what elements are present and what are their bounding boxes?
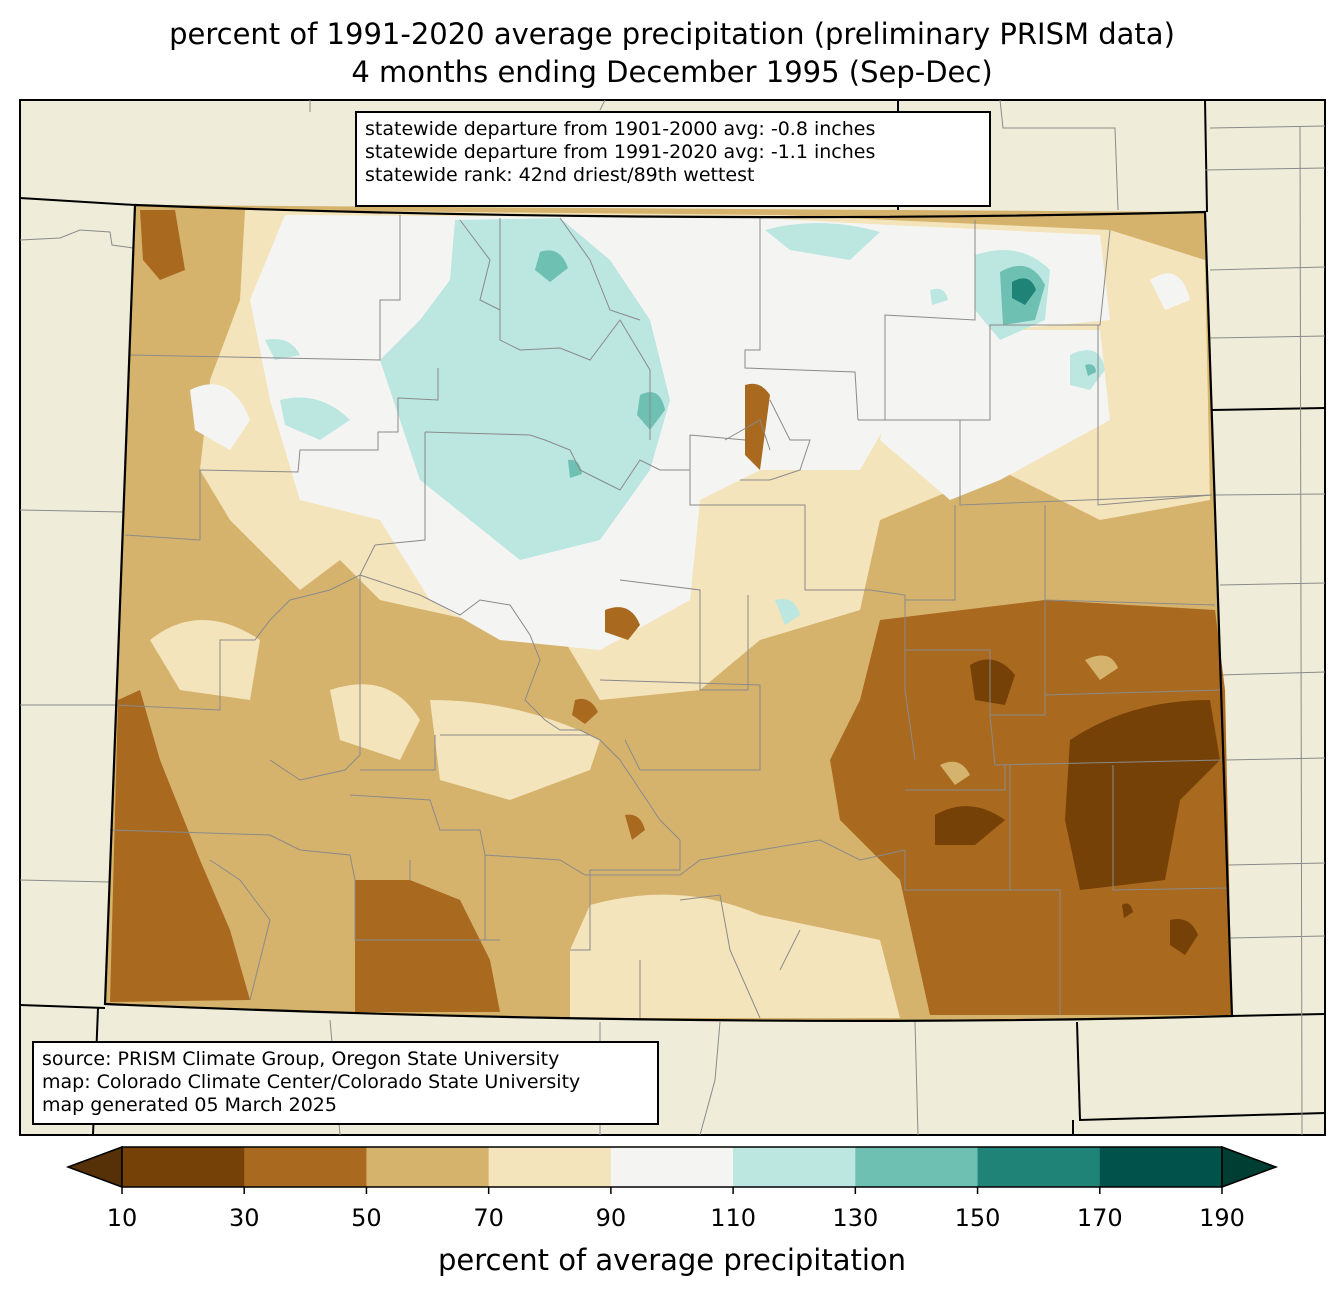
colorbar-cell	[244, 1147, 367, 1187]
colorbar-tick-label: 90	[595, 1204, 627, 1232]
colorbar-cell	[977, 1147, 1101, 1187]
colorbar-tick-label: 110	[710, 1204, 757, 1232]
colorbar-outline	[121, 1146, 1223, 1188]
statewide-rank: statewide rank: 42nd driest/89th wettest	[365, 164, 755, 186]
credits-box: source: PRISM Climate Group, Oregon Stat…	[32, 1041, 659, 1125]
colorbar-label: percent of average precipitation	[437, 1243, 907, 1277]
credit-map: map: Colorado Climate Center/Colorado St…	[42, 1071, 581, 1093]
colorbar-tick-label: 70	[473, 1204, 504, 1232]
departure-1901-2000: statewide departure from 1901-2000 avg: …	[365, 118, 876, 140]
band-150-170	[1012, 278, 1036, 305]
colorbar-cell	[122, 1147, 245, 1187]
colorbar-tick-label: 30	[228, 1204, 260, 1232]
colorbar-tick-label: 150	[954, 1204, 1001, 1232]
colorbar-tick-label: 170	[1076, 1204, 1123, 1232]
colorbar-cell	[1099, 1147, 1223, 1187]
credit-generated: map generated 05 March 2025	[42, 1094, 337, 1116]
colorbar-tick-label: 50	[351, 1204, 382, 1232]
colorbar-tick-label: 190	[1199, 1204, 1245, 1232]
colorbar-cells	[122, 1147, 1223, 1187]
map-title: percent of 1991-2020 average precipitati…	[169, 17, 1175, 51]
colorbar-cell	[855, 1147, 979, 1187]
departure-1991-2020: statewide departure from 1991-2020 avg: …	[365, 141, 876, 163]
statewide-stats-box: statewide departure from 1901-2000 avg: …	[355, 111, 991, 207]
colorbar-tick-marks	[121, 1187, 1223, 1194]
colorbar-tick-label: 130	[832, 1204, 879, 1232]
credit-source: source: PRISM Climate Group, Oregon Stat…	[42, 1048, 560, 1070]
colorbar-cell	[610, 1147, 734, 1187]
colorbar-tick-label: 10	[106, 1204, 138, 1232]
map-subtitle: 4 months ending December 1995 (Sep-Dec)	[351, 55, 993, 89]
colorbar-cell	[733, 1147, 856, 1187]
colorbar-cell	[488, 1147, 612, 1187]
dry-pockets	[940, 655, 1118, 785]
colorbar-under-arrow	[65, 1145, 123, 1189]
colorbar-over-arrow	[1221, 1145, 1279, 1189]
band-10-30	[935, 659, 1220, 955]
colorbar-cell	[366, 1147, 490, 1187]
colorado-border	[103, 203, 1234, 1022]
county-borders	[109, 215, 1229, 1019]
